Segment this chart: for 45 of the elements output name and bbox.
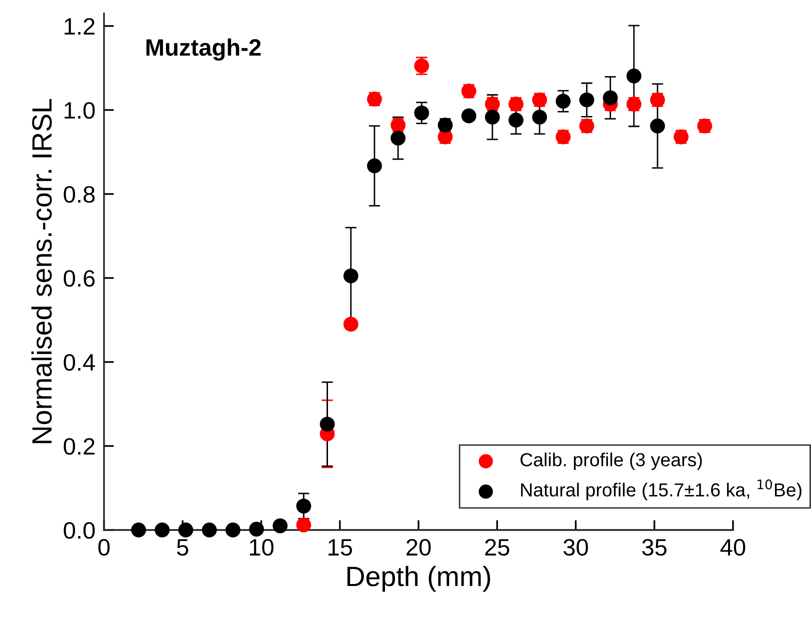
point xyxy=(296,498,312,514)
point xyxy=(484,110,500,125)
point xyxy=(579,92,594,108)
point xyxy=(508,112,524,128)
y-tick-label: 0.0 xyxy=(64,522,95,539)
point xyxy=(225,522,240,538)
point xyxy=(532,110,548,125)
x-tick-label: 20 xyxy=(406,538,431,556)
x-tick-label: 35 xyxy=(642,538,667,556)
x-tick-label: 0 xyxy=(98,538,110,556)
point xyxy=(650,118,665,134)
point xyxy=(556,94,571,109)
x-tick-label: 15 xyxy=(328,539,352,556)
x-tick-label: 5 xyxy=(177,539,188,556)
point xyxy=(320,416,335,432)
point xyxy=(367,158,382,174)
legend-label: Calib. profile (3 years) xyxy=(520,452,702,470)
x-tick-label: 25 xyxy=(485,538,510,556)
point xyxy=(343,316,358,332)
y-tick-label: 0.2 xyxy=(64,438,94,455)
x-axis-title: Depth (mm) xyxy=(347,566,490,592)
legend-label: Natural profile (15.7±1.6 ka, $^{10}$Be) xyxy=(521,479,802,500)
point xyxy=(249,522,264,537)
point xyxy=(626,68,642,84)
y-tick-label: 0.4 xyxy=(64,354,95,371)
annotation: Muztagh-2 xyxy=(146,38,261,61)
x-tick-label: 30 xyxy=(564,538,588,556)
point xyxy=(461,108,476,124)
x-tick-label: 40 xyxy=(720,538,746,556)
y-tick-label: 0.6 xyxy=(64,270,95,287)
point xyxy=(202,522,217,538)
point xyxy=(154,522,170,538)
point xyxy=(602,90,618,106)
y-tick-label: 1.0 xyxy=(64,102,95,119)
point xyxy=(178,522,194,538)
point xyxy=(272,518,288,534)
y-tick-label: 0.8 xyxy=(64,186,95,203)
y-axis-title: Normalised sens.-corr. IRSL xyxy=(31,98,52,444)
y-tick-label: 1.2 xyxy=(64,18,94,35)
point xyxy=(414,105,430,120)
point xyxy=(390,130,406,146)
point xyxy=(131,522,146,538)
point xyxy=(296,518,312,532)
x-tick-label: 10 xyxy=(250,538,274,556)
point xyxy=(343,268,358,284)
